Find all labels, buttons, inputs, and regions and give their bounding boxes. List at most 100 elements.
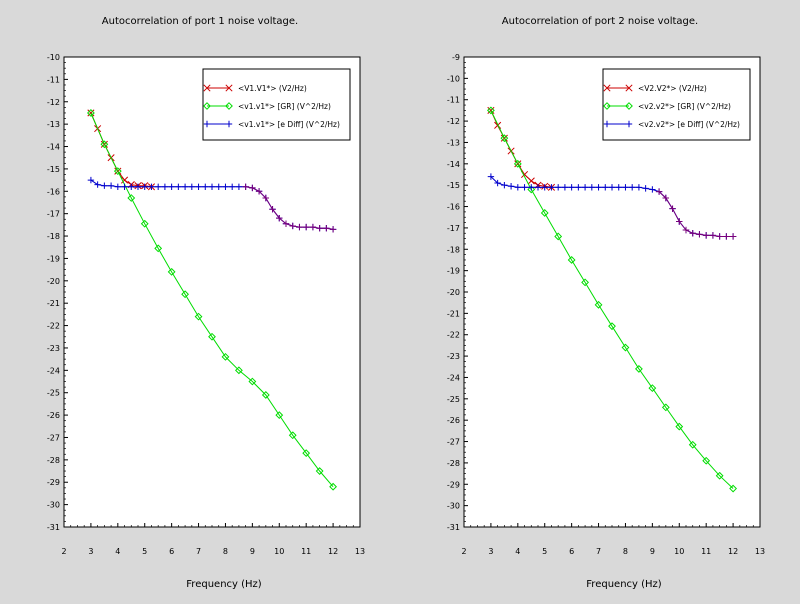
data-point (696, 231, 703, 238)
x-tick-label: 9 (650, 547, 655, 556)
data-point (261, 391, 270, 399)
data-point (541, 184, 548, 191)
x-tick-label: 3 (488, 547, 493, 556)
series-2 (87, 109, 337, 491)
y-tick-label: -11 (47, 75, 60, 84)
y-tick-label: -31 (447, 523, 460, 532)
data-point (689, 230, 696, 237)
x-tick-label: 8 (623, 547, 628, 556)
data-point (269, 205, 276, 213)
data-point (262, 194, 270, 202)
data-point (513, 159, 522, 168)
x-tick-label: 5 (142, 547, 147, 556)
data-point (128, 183, 135, 191)
y-tick-label: -23 (447, 352, 460, 361)
data-point (500, 134, 509, 143)
x-tick-label: 10 (274, 547, 284, 556)
data-point (716, 233, 723, 240)
data-point (315, 467, 324, 475)
data-point (316, 225, 323, 232)
data-point (120, 176, 129, 184)
data-point (161, 183, 169, 191)
legend-marker (603, 84, 611, 92)
legend-label: <v1.v1*> [e Diff] (V^2/Hz) (238, 120, 340, 129)
y-tick-label: -22 (47, 322, 60, 331)
x-tick-label: 6 (569, 547, 574, 556)
data-point (648, 384, 657, 393)
y-tick-label: -24 (447, 373, 460, 382)
legend: <V2.V2*> (V2/Hz) <v2.v2*> [GR] (V^2/Hz) <v… (602, 68, 751, 141)
x-tick-label: 10 (674, 547, 684, 556)
data-point (140, 219, 149, 228)
x-tick-label: 2 (461, 547, 466, 556)
data-point (302, 223, 310, 231)
data-point (235, 183, 243, 191)
legend-marker (203, 102, 211, 110)
data-point (167, 267, 176, 276)
data-point (175, 183, 182, 191)
data-point (602, 184, 609, 191)
data-point (487, 106, 495, 115)
chart-panel-1: Autocorrelation of port 1 noise voltage.… (47, 16, 365, 590)
data-point (514, 184, 522, 191)
data-point (702, 232, 710, 239)
data-point (248, 377, 257, 386)
y-tick-label: -21 (47, 299, 60, 308)
y-tick-label: -20 (447, 288, 460, 297)
data-point (181, 290, 189, 299)
data-point (527, 177, 535, 185)
x-tick-label: 7 (596, 547, 601, 556)
data-point (588, 184, 596, 191)
y-tick-label: -23 (47, 344, 60, 353)
y-tick-label: -24 (47, 366, 60, 375)
legend-marker (225, 102, 233, 110)
data-point (723, 233, 730, 240)
x-axis-label: Frequency (Hz) (186, 579, 262, 590)
x-tick-label: 8 (223, 547, 228, 556)
x-tick-label: 11 (701, 547, 711, 556)
x-tick-label: 2 (61, 547, 66, 556)
x-axis-label: Frequency (Hz) (586, 579, 662, 590)
data-point (249, 184, 256, 192)
chart-title: Autocorrelation of port 2 noise voltage. (502, 16, 698, 27)
data-point (289, 222, 296, 230)
y-tick-label: -22 (447, 331, 460, 340)
data-point (581, 184, 589, 191)
y-tick-label: -28 (47, 456, 60, 465)
data-point (688, 440, 697, 449)
legend-marker (203, 84, 211, 92)
data-point (527, 185, 536, 194)
data-point (288, 431, 297, 440)
legend-marker (225, 120, 233, 128)
y-tick-label: -13 (47, 120, 60, 129)
data-point (148, 183, 155, 191)
data-point (494, 179, 501, 187)
y-tick-label: -13 (447, 138, 460, 147)
data-point (276, 214, 283, 222)
data-point (622, 184, 629, 191)
x-tick-label: 11 (301, 547, 311, 556)
chart-panel-2: Autocorrelation of port 2 noise voltage.… (447, 16, 765, 590)
data-point (628, 184, 636, 191)
data-point (729, 484, 737, 493)
x-tick-label: 4 (115, 547, 120, 556)
data-point (208, 332, 216, 341)
data-point (154, 183, 162, 191)
y-tick-label: -17 (47, 210, 60, 219)
data-point (540, 209, 549, 217)
data-point (275, 411, 284, 420)
data-point (255, 188, 263, 195)
data-point (615, 184, 622, 191)
y-tick-label: -14 (447, 160, 460, 169)
legend-label: <v2.v2*> [e Diff] (V^2/Hz) (638, 120, 740, 129)
y-tick-label: -31 (47, 523, 60, 532)
data-point (222, 183, 229, 191)
x-tick-label: 5 (542, 547, 547, 556)
data-point (676, 218, 683, 225)
data-point (188, 183, 196, 191)
legend-marker (603, 120, 611, 128)
legend-label: <v2.v2*> [GR] (V^2/Hz) (638, 102, 731, 111)
y-tick-label: -26 (47, 411, 60, 420)
data-point (669, 205, 676, 212)
